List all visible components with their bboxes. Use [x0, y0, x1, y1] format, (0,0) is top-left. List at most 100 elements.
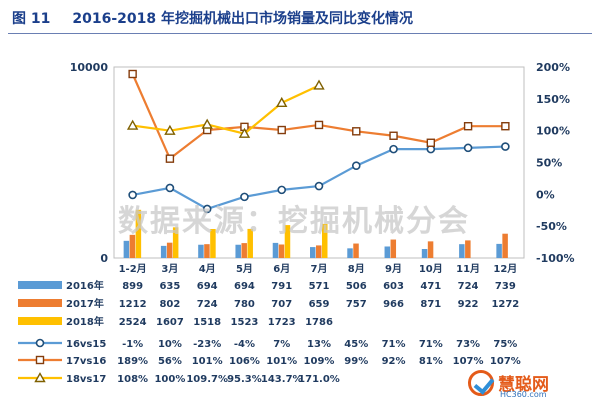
table-cell: 107% [490, 356, 521, 367]
bar-2016年 [384, 246, 391, 258]
table-row-label: 2018年 [66, 315, 104, 328]
bar-2016年 [235, 244, 241, 258]
table-cell: 56% [158, 356, 182, 367]
watermark: 数据来源：挖掘机械分会 [118, 204, 470, 239]
bar-2017年 [129, 234, 136, 258]
logo-name: 慧聪网 [498, 375, 549, 395]
table-cell: 1607 [156, 317, 184, 328]
bar-2016年 [459, 244, 465, 258]
table-cell: 71% [419, 339, 443, 350]
bar-2017年 [278, 244, 285, 258]
legend-marker-circle [35, 338, 45, 348]
marker-18vs17 [201, 118, 213, 129]
table-row-label: 17vs16 [66, 356, 106, 367]
bar-2016年 [123, 240, 130, 258]
marker-17vs16 [165, 154, 175, 163]
marker-16vs15 [165, 183, 175, 193]
table-cell: 13% [307, 339, 331, 350]
figure-number: 图 11 [12, 11, 51, 27]
bar-2018年 [172, 227, 179, 258]
table-cell: 2524 [119, 317, 147, 328]
table-cell: 81% [419, 356, 443, 367]
x-axis-tick: 3月 [161, 263, 178, 275]
table-cell: 45% [344, 339, 368, 350]
marker-17vs16 [463, 122, 473, 131]
table-cell: 7% [273, 339, 290, 350]
table-cell: 171.0% [298, 374, 340, 385]
table-cell: 724 [197, 299, 218, 310]
marker-17vs16 [314, 120, 324, 130]
bar-2017年 [390, 239, 397, 258]
bar-2016年 [347, 248, 353, 258]
x-axis-tick: 11月 [456, 263, 480, 275]
marker-17vs16 [426, 138, 436, 147]
table-cell: 922 [458, 299, 479, 310]
table-cell: 1523 [231, 317, 259, 328]
table-cell: 107% [453, 356, 484, 367]
table-cell: 871 [420, 299, 441, 310]
right-axis-tick: -100% [536, 252, 575, 265]
right-axis-tick: 100% [536, 125, 570, 138]
legend-marker-triangle [34, 372, 46, 383]
right-axis-tick: 150% [536, 93, 570, 106]
site-logo: 慧聪网 HC360.com [468, 370, 592, 399]
marker-18vs17 [276, 96, 288, 108]
table-cell: 603 [383, 281, 404, 292]
table-cell: 108% [117, 374, 148, 385]
table-cell: 101% [266, 356, 297, 367]
bar-2016年 [496, 243, 502, 258]
table-cell: 1518 [193, 317, 221, 328]
marker-16vs15 [202, 204, 212, 214]
table-cell: 99% [344, 356, 368, 367]
bar-2017年 [427, 241, 434, 258]
marker-16vs15 [463, 143, 473, 153]
table-cell: 100% [154, 374, 185, 385]
table-cell: 109.7% [186, 374, 228, 385]
table-cell: 506 [346, 281, 367, 292]
x-axis-tick: 12月 [493, 263, 517, 275]
marker-17vs16 [501, 122, 510, 131]
logo-check-icon [468, 370, 494, 396]
legend-key-bar [18, 299, 62, 307]
marker-16vs15 [277, 185, 287, 195]
table-cell: 101% [192, 356, 223, 367]
right-axis-tick: -50% [536, 220, 567, 233]
marker-16vs15 [501, 142, 510, 151]
bar-2016年 [160, 245, 167, 258]
bar-2018年 [322, 223, 328, 258]
bar-2016年 [272, 242, 279, 258]
table-cell: 471 [420, 281, 441, 292]
marker-16vs15 [314, 181, 324, 191]
table-cell: 571 [309, 281, 330, 292]
figure-title-text: 2016-2018 年挖掘机械出口市场销量及同比变化情况 [72, 11, 413, 27]
table-cell: 802 [159, 299, 180, 310]
table-cell: 109% [304, 356, 335, 367]
bar-2018年 [284, 225, 291, 258]
table-cell: -1% [122, 339, 143, 350]
left-axis-tick: 0 [100, 252, 108, 265]
right-axis-tick: 50% [536, 157, 562, 170]
bar-2017年 [204, 244, 210, 258]
table-cell: 694 [234, 281, 255, 292]
table-cell: 635 [159, 281, 180, 292]
table-cell: 143.7% [261, 374, 303, 385]
right-axis-tick: 200% [536, 61, 570, 74]
table-cell: 791 [271, 281, 292, 292]
marker-18vs17 [313, 79, 325, 90]
x-axis-tick: 1-2月 [119, 263, 147, 275]
x-axis-tick: 6月 [273, 263, 290, 275]
table-cell: 1212 [119, 299, 147, 310]
marker-16vs15 [240, 192, 249, 202]
table-cell: 10% [158, 339, 182, 350]
marker-18vs17 [126, 119, 139, 130]
bar-2017年 [241, 243, 247, 258]
table-row-label: 2017年 [66, 297, 104, 310]
legend-key-bar [18, 317, 62, 325]
table-row-label: 2016年 [66, 279, 104, 292]
legend-key-bar [18, 281, 62, 289]
table-cell: 694 [197, 281, 218, 292]
table-cell: 757 [346, 299, 367, 310]
bar-2017年 [353, 243, 359, 258]
table-cell: 71% [382, 339, 406, 350]
